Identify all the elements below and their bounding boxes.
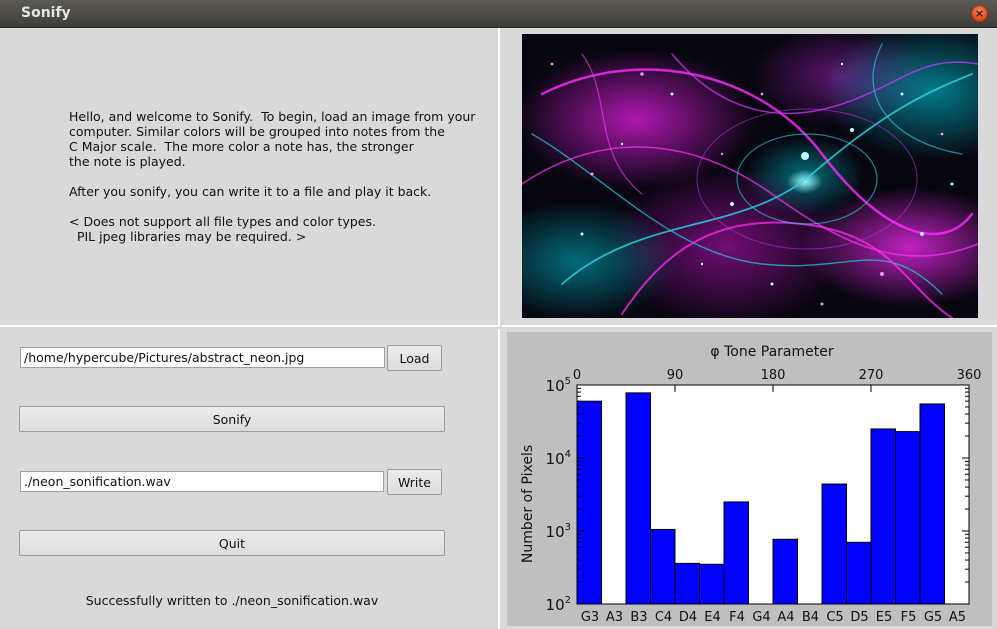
top-tick-label: 90 <box>667 368 684 383</box>
welcome-text: Hello, and welcome to Sonify. To begin, … <box>69 109 489 244</box>
welcome-line: < Does not support all file types and co… <box>69 214 376 229</box>
histogram-bar <box>699 563 725 605</box>
x-tick-label: C5 <box>826 610 843 625</box>
x-tick-label: B3 <box>630 610 647 625</box>
x-tick-label: A3 <box>606 610 623 625</box>
welcome-line: PIL jpeg libraries may be required. > <box>69 229 307 244</box>
welcome-panel: Hello, and welcome to Sonify. To begin, … <box>0 28 500 327</box>
x-tick-label: C4 <box>655 610 672 625</box>
histogram-chart: φ Tone Parameter Number of Pixels 102 103… <box>507 332 992 626</box>
top-tick-label: 360 <box>957 368 982 383</box>
histogram-bar <box>895 431 921 605</box>
y-tick-label: 105 <box>546 376 571 395</box>
histogram-bar <box>625 392 651 605</box>
welcome-line: After you sonify, you can write it to a … <box>69 184 432 199</box>
welcome-line: Hello, and welcome to Sonify. To begin, … <box>69 109 476 124</box>
write-button[interactable]: Write <box>387 469 442 495</box>
x-tick-label: B4 <box>802 610 819 625</box>
welcome-line: C Major scale. The more color a note has… <box>69 139 414 154</box>
x-tick-label: D4 <box>679 610 697 625</box>
x-tick-label: G4 <box>752 610 770 625</box>
histogram-bar <box>919 403 945 605</box>
load-path-input[interactable]: /home/hypercube/Pictures/abstract_neon.j… <box>20 347 385 368</box>
x-tick-label: D5 <box>850 610 868 625</box>
histogram-bar <box>576 400 602 605</box>
close-icon: × <box>974 7 985 20</box>
histogram-bar <box>846 541 872 605</box>
quit-button[interactable]: Quit <box>19 530 445 556</box>
welcome-gap <box>69 169 489 184</box>
x-tick-label: A4 <box>777 610 794 625</box>
top-tick-label: 0 <box>573 368 581 383</box>
x-tick-label: G5 <box>924 610 942 625</box>
top-axis-label: φ Tone Parameter <box>710 344 833 360</box>
window-title: Sonify <box>21 5 71 21</box>
plot-area: 102 103 104 105 0 90 180 270 360 G3 A3 B3 C4 D4 E4 F4 G4… <box>546 368 982 625</box>
image-panel <box>502 28 997 327</box>
histogram-bar <box>821 483 847 605</box>
neon-swirl-art <box>522 43 978 318</box>
top-tick-label: 270 <box>859 368 884 383</box>
close-button[interactable]: × <box>971 5 988 22</box>
status-message: Successfully written to ./neon_sonificat… <box>85 593 379 608</box>
welcome-gap <box>69 199 489 214</box>
sonify-button[interactable]: Sonify <box>19 406 445 432</box>
chart-panel: φ Tone Parameter Number of Pixels 102 103… <box>502 329 997 629</box>
histogram-bar <box>870 428 896 605</box>
write-path-input[interactable]: ./neon_sonification.wav <box>20 471 384 492</box>
y-axis-label: Number of Pixels <box>520 445 536 563</box>
y-tick-label: 103 <box>546 522 571 541</box>
histogram-bar <box>674 562 700 605</box>
welcome-line: computer. Similar colors will be grouped… <box>69 124 445 139</box>
top-tick-label: 180 <box>761 368 786 383</box>
histogram-bar <box>650 528 676 605</box>
x-tick-label: E4 <box>704 610 721 625</box>
histogram-bar <box>723 501 749 605</box>
x-tick-label: A5 <box>949 610 966 625</box>
x-tick-label: E5 <box>876 610 893 625</box>
welcome-line: the note is played. <box>69 154 186 169</box>
title-bar: Sonify × <box>0 0 997 28</box>
controls-panel: /home/hypercube/Pictures/abstract_neon.j… <box>0 329 500 629</box>
y-tick-label: 104 <box>546 449 571 468</box>
y-tick-label: 102 <box>546 595 571 614</box>
x-tick-label: G3 <box>581 610 599 625</box>
x-tick-label: F5 <box>901 610 917 625</box>
load-button[interactable]: Load <box>387 345 442 371</box>
neon-abstract-image <box>522 34 978 318</box>
histogram-bar <box>772 538 798 605</box>
x-tick-label: F4 <box>729 610 745 625</box>
